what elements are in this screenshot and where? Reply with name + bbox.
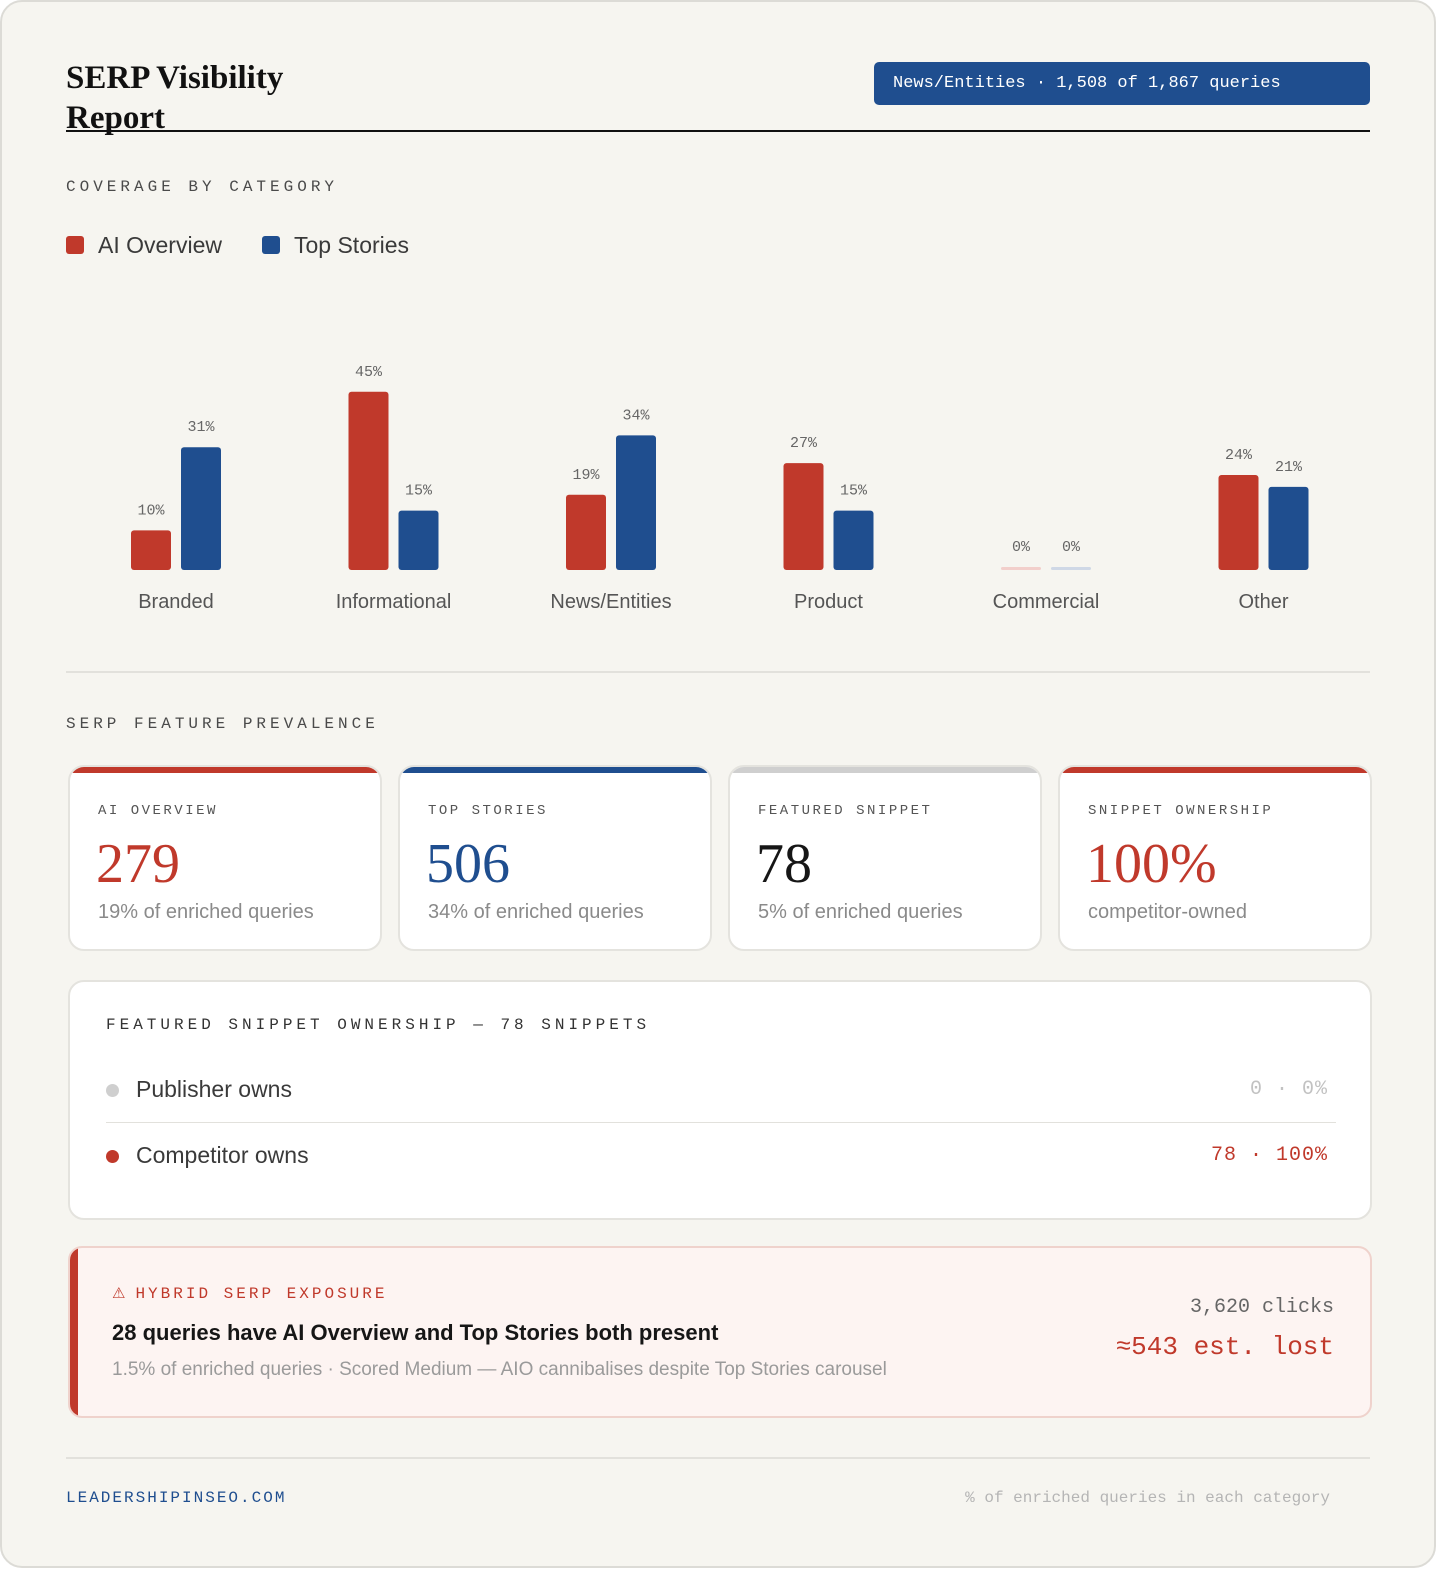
bar-value-label: 15% [840, 483, 868, 500]
bar-ai-overview-commercial [1001, 567, 1041, 570]
card-accent-bar [730, 767, 1040, 773]
ownership-value: 0 · 0% [1249, 1078, 1328, 1101]
bar-top-stories-product [833, 510, 874, 570]
legend-item-top-stories: Top Stories [261, 231, 410, 259]
bar-top-stories-commercial [1051, 567, 1091, 570]
ownership-label: Competitor owns [136, 1142, 309, 1168]
bar-value-label: 31% [187, 419, 215, 436]
category-label: Informational [336, 591, 452, 613]
card-value: 506 [426, 833, 510, 895]
features-section-label: SERP FEATURE PREVALENCE [66, 715, 379, 733]
bar-top-stories-informational [398, 510, 439, 570]
feature-card-snippet-ownership: SNIPPET OWNERSHIP 100% competitor-owned [1058, 765, 1372, 951]
legend-swatch-ai-overview [66, 236, 84, 254]
bar-value-label: 0% [1012, 539, 1031, 556]
row-divider [106, 1122, 1336, 1123]
status-dot [106, 1150, 119, 1163]
category-label: Commercial [993, 591, 1100, 613]
card-accent-bar [400, 767, 710, 773]
bar-value-label: 15% [405, 483, 433, 500]
bar-ai-overview-branded [131, 530, 171, 570]
section-divider [66, 671, 1370, 673]
card-label: SNIPPET OWNERSHIP [1088, 803, 1274, 819]
card-subtext: competitor-owned [1088, 901, 1247, 923]
ownership-value: 78 · 100% [1210, 1144, 1328, 1167]
legend-label-top-stories: Top Stories [293, 231, 410, 258]
card-value: 78 [756, 833, 812, 895]
alert-description: 1.5% of enriched queries · Scored Medium… [112, 1359, 887, 1380]
ownership-label: Publisher owns [136, 1076, 292, 1102]
card-label: TOP STORIES [428, 803, 548, 819]
feature-card-featured-snippet: FEATURED SNIPPET 78 5% of enriched queri… [728, 765, 1042, 951]
ownership-title: FEATURED SNIPPET OWNERSHIP — 78 SNIPPETS [106, 1016, 651, 1034]
page-title: SERP Visibility Report [66, 60, 284, 136]
alert-tag-text: HYBRID SERP EXPOSURE [135, 1285, 388, 1303]
warning-icon: ⚠ [112, 1284, 126, 1302]
status-dot [106, 1084, 119, 1097]
alert-headline: 28 queries have AI Overview and Top Stor… [112, 1320, 719, 1345]
card-subtext: 19% of enriched queries [98, 901, 314, 923]
coverage-chart-svg: 10% 31% Branded 45% 15% Informational 19% 34% Ne… [131, 364, 1309, 613]
coverage-section-label: COVERAGE BY CATEGORY [66, 178, 339, 196]
header-rule [66, 130, 1370, 132]
alert-tag: ⚠ HYBRID SERP EXPOSURE [112, 1284, 387, 1303]
bar-value-label: 0% [1062, 539, 1081, 556]
bar-value-label: 27% [790, 435, 818, 452]
snippet-ownership-panel: FEATURED SNIPPET OWNERSHIP — 78 SNIPPETS… [68, 980, 1372, 1220]
bar-value-label: 24% [1225, 447, 1253, 464]
category-label: Branded [138, 591, 214, 613]
filter-badge[interactable]: News/Entities · 1,508 of 1,867 queries [874, 62, 1370, 105]
bar-value-label: 19% [572, 467, 600, 484]
category-label: Other [1238, 591, 1288, 613]
card-value: 279 [96, 833, 180, 895]
bar-ai-overview-news-entities [566, 494, 606, 570]
ownership-row-publisher: Publisher owns 0 · 0% [106, 1070, 1336, 1110]
chart-legend: AI Overview Top Stories [66, 230, 449, 260]
bar-ai-overview-informational [348, 391, 389, 570]
bar-top-stories-branded [181, 447, 221, 570]
hybrid-serp-alert: ⚠ HYBRID SERP EXPOSURE 28 queries have AI… [68, 1246, 1372, 1418]
card-subtext: 34% of enriched queries [428, 901, 644, 923]
category-label: Product [794, 591, 863, 613]
bar-value-label: 45% [355, 364, 383, 381]
footer-site-link[interactable]: LEADERSHIPINSEO.COM [66, 1489, 287, 1507]
footer-note: % of enriched queries in each category [965, 1489, 1330, 1507]
bar-ai-overview-product [783, 463, 824, 570]
footer-divider [66, 1457, 1370, 1459]
alert-clicks: 3,620 clicks [1189, 1296, 1334, 1319]
ownership-row-competitor: Competitor owns 78 · 100% [106, 1136, 1336, 1176]
feature-card-ai-overview: AI OVERVIEW 279 19% of enriched queries [68, 765, 382, 951]
legend-label-ai-overview: AI Overview [98, 231, 222, 258]
card-label: FEATURED SNIPPET [758, 803, 933, 819]
bar-value-label: 34% [622, 407, 650, 424]
card-accent-bar [1060, 767, 1370, 773]
bar-top-stories-other [1268, 486, 1309, 570]
bar-top-stories-news-entities [616, 435, 656, 570]
alert-accent-bar [70, 1248, 78, 1416]
card-label: AI OVERVIEW [98, 803, 218, 819]
card-value: 100% [1086, 833, 1217, 895]
category-label: News/Entities [550, 591, 671, 613]
alert-est-lost: ≈543 est. lost [1115, 1332, 1334, 1362]
coverage-bar-chart: 10% 31% Branded 45% 15% Informational 19% 34% Ne… [66, 302, 1370, 632]
bar-value-label: 21% [1275, 459, 1303, 476]
feature-card-top-stories: TOP STORIES 506 34% of enriched queries [398, 765, 712, 951]
card-accent-bar [70, 767, 380, 773]
legend-swatch-top-stories [261, 236, 280, 254]
legend-item-ai-overview: AI Overview [66, 232, 222, 259]
bar-value-label: 10% [137, 502, 165, 519]
card-subtext: 5% of enriched queries [758, 901, 963, 923]
bar-ai-overview-other [1218, 474, 1259, 570]
